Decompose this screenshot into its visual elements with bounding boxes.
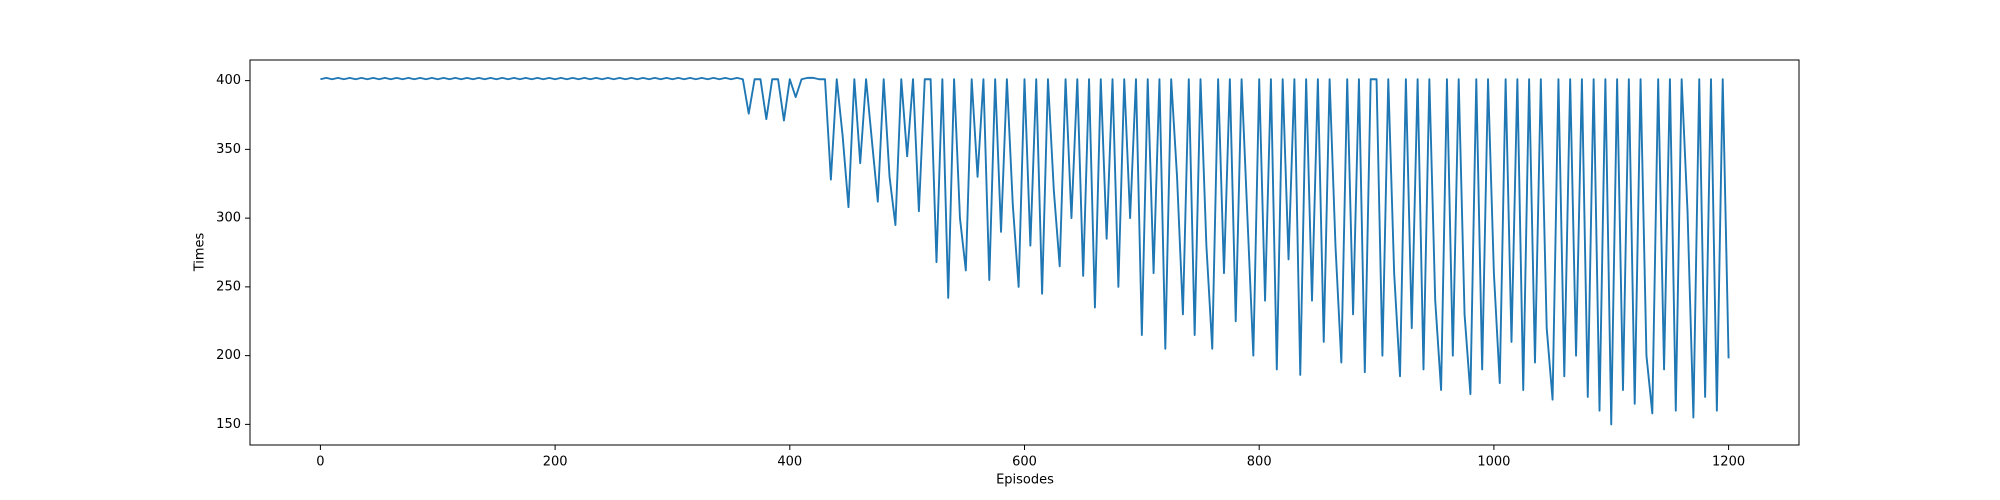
x-axis-label: Episodes [996,473,1054,488]
x-tick-label: 1200 [1712,455,1745,470]
y-tick-label: 250 [216,279,241,294]
y-tick-label: 200 [216,348,241,363]
x-tick-label: 200 [543,455,568,470]
x-tick-label: 600 [1012,455,1037,470]
plot-frame [249,59,1800,446]
x-tick-label: 800 [1247,455,1272,470]
y-tick-label: 400 [216,73,241,88]
y-axis-label: Times [193,232,208,272]
y-tick-label: 300 [216,211,241,226]
y-tick-label: 150 [216,417,241,432]
x-tick-label: 0 [316,455,324,470]
y-tick-label: 350 [216,142,241,157]
x-tick-label: 400 [777,455,802,470]
x-tick-label: 1000 [1477,455,1510,470]
data-line [320,76,1730,426]
